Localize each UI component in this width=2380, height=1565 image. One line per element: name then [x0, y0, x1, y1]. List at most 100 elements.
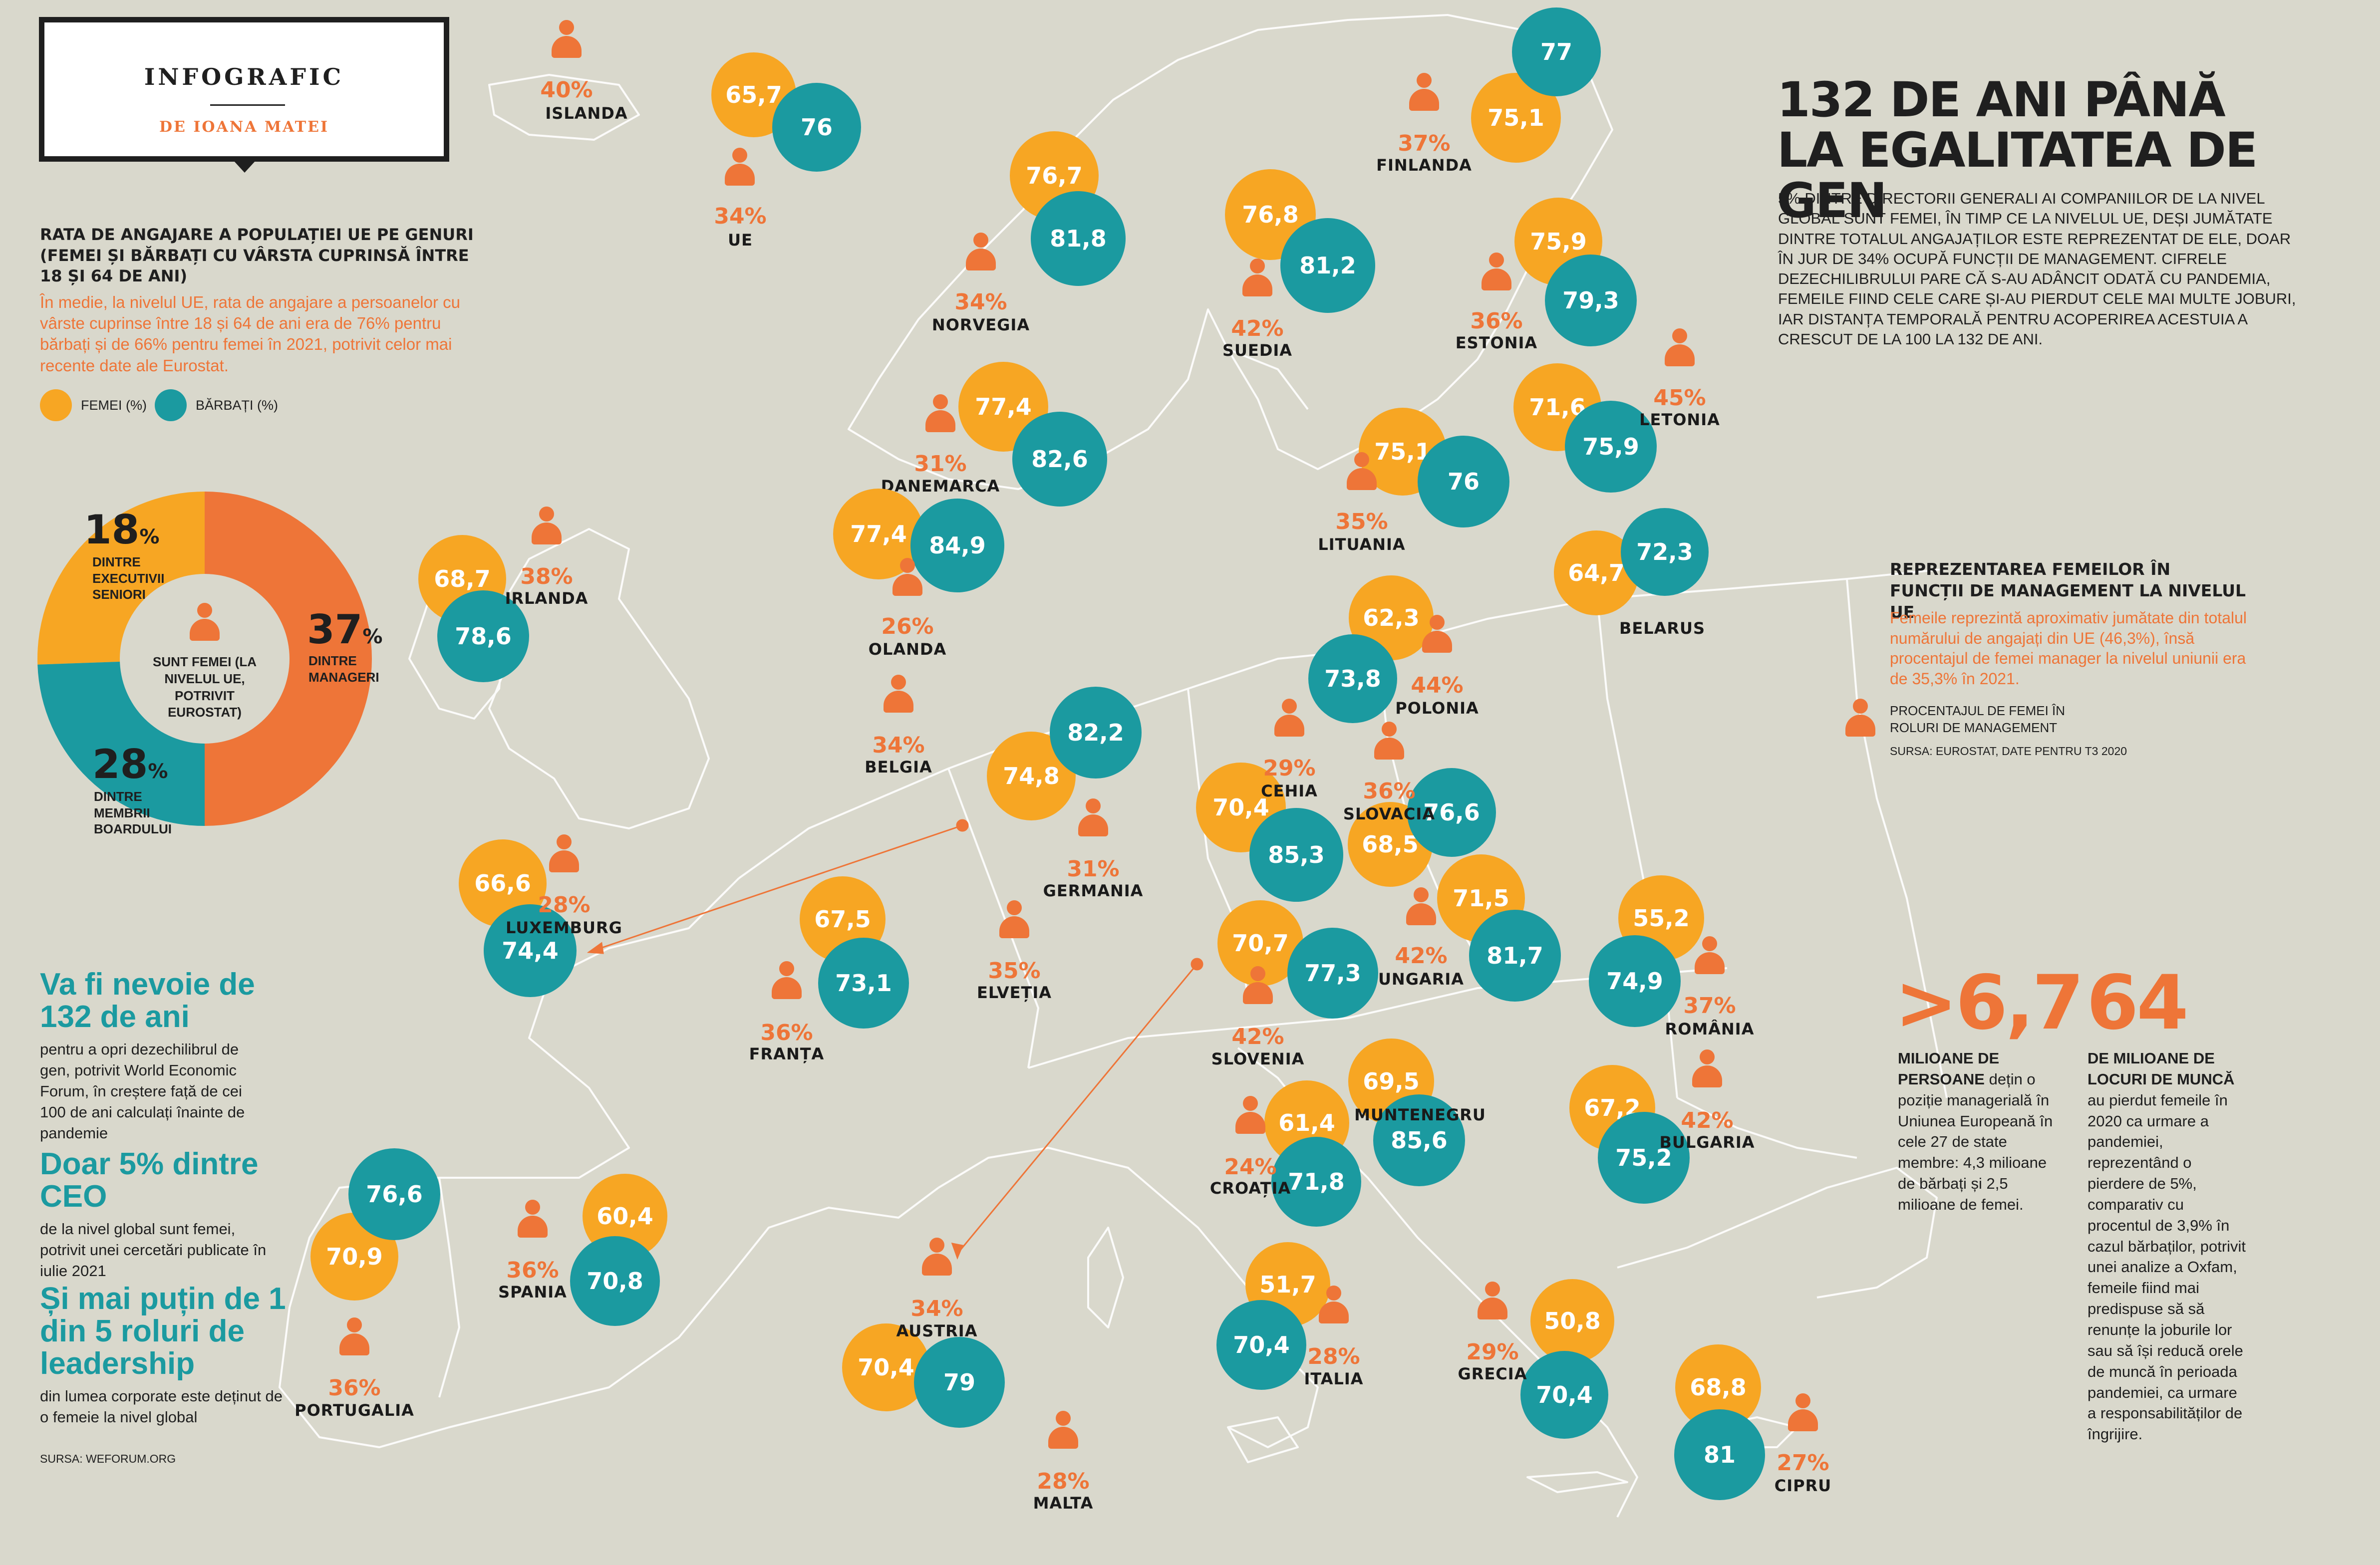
norvegia-country-label: NORVEGIA — [931, 315, 1030, 334]
ue-person-icon — [722, 148, 757, 188]
muntenegru-men-bubble: 85,6 — [1373, 1094, 1465, 1186]
slovacia-men-bubble: 76,6 — [1407, 768, 1496, 857]
italia-men-bubble: 70,4 — [1216, 1300, 1306, 1390]
management-source: SURSA: EUROSTAT, DATE PENTRU T3 2020 — [1890, 745, 2127, 758]
finlanda-manager-pct: 37% — [1398, 131, 1451, 156]
stat2-bold: DE MILIOANE DE LOCURI DE MUNCĂ — [2087, 1049, 2235, 1088]
estonia-manager-pct: 36% — [1470, 308, 1523, 334]
stat2-number: 64 — [2086, 960, 2189, 1046]
norvegia-men-bubble: 81,8 — [1031, 191, 1126, 286]
donut-seg1-unit: % — [139, 525, 160, 548]
main-title: 132 DE ANI PÂNĂ LA EGALITATEA DE GEN — [1777, 75, 2346, 226]
bulgaria-person-icon — [1690, 1049, 1725, 1089]
islanda-country-label: ISLANDA — [545, 104, 628, 123]
franta-person-icon — [769, 961, 804, 1001]
slovacia-person-icon — [1372, 722, 1407, 762]
elvetia-person-icon — [997, 900, 1032, 940]
danemarca-person-icon — [923, 394, 958, 434]
bulgaria-manager-pct: 42% — [1681, 1108, 1734, 1133]
spania-men-bubble: 70,8 — [570, 1236, 660, 1326]
olanda-men-bubble: 84,9 — [910, 499, 1004, 592]
legend-women: FEMEI (%) — [40, 389, 147, 421]
cehia-men-bubble: 85,3 — [1249, 808, 1343, 902]
donut-seg3-number: 28 — [92, 741, 148, 787]
donut-seg2-unit: % — [362, 625, 383, 648]
donut-seg2-label: DINTRE MANAGERI — [308, 653, 379, 685]
slovacia-country-label: SLOVACIA — [1343, 804, 1436, 823]
stat1-bold: MILIOANE DE PERSOANE — [1898, 1049, 2000, 1088]
portugalia-person-icon — [337, 1317, 372, 1357]
lituania-manager-pct: 35% — [1335, 509, 1388, 534]
cipru-country-label: CIPRU — [1774, 1476, 1832, 1495]
lituania-person-icon — [1344, 452, 1379, 492]
legend-women-swatch — [40, 389, 72, 421]
spania-person-icon — [515, 1200, 550, 1240]
slovenia-country-label: SLOVENIA — [1211, 1049, 1305, 1068]
main-title-line2: LA EGALITATEA DE GEN — [1777, 122, 2258, 229]
luxemburg-country-label: LUXEMBURG — [506, 918, 622, 937]
danemarca-men-bubble: 82,6 — [1012, 412, 1107, 507]
ue-country-label: UE — [728, 231, 753, 250]
suedia-men-bubble: 81,2 — [1280, 218, 1375, 313]
fact-3-headline: Și mai puțin de 1 din 5 roluri de leader… — [40, 1282, 286, 1381]
donut-person-icon — [187, 603, 222, 643]
legend-men-swatch — [155, 389, 187, 421]
cehia-person-icon — [1272, 699, 1307, 739]
estonia-men-bubble: 79,3 — [1545, 255, 1637, 346]
fact-3-text: din lumea corporate este deținut de o fe… — [40, 1387, 283, 1426]
croatia-person-icon — [1233, 1096, 1268, 1136]
donut-seg1-number: 18 — [84, 507, 140, 553]
romania-manager-pct: 37% — [1683, 993, 1736, 1019]
finlanda-person-icon — [1407, 73, 1442, 113]
ungaria-country-label: UNGARIA — [1378, 970, 1465, 989]
management-text: Femeile reprezintă aproximativ jumătate … — [1890, 609, 2247, 688]
belgia-manager-pct: 34% — [872, 733, 925, 758]
donut-seg1-value: 18% — [84, 507, 159, 553]
suedia-women-bubble: 76,8 — [1225, 169, 1316, 260]
cipru-men-bubble: 81 — [1674, 1409, 1765, 1500]
franta-country-label: FRANȚA — [749, 1044, 825, 1063]
spania-country-label: SPANIA — [498, 1283, 567, 1302]
letonia-men-bubble: 75,9 — [1565, 401, 1657, 493]
germania-person-icon — [1076, 798, 1111, 838]
muntenegru-country-label: MUNTENEGRU — [1354, 1105, 1486, 1124]
stat2-text: au pierdut femeile în 2020 ca urmare a p… — [2087, 1091, 2246, 1443]
donut-segment-1 — [37, 492, 205, 665]
management-title: REPREZENTAREA FEMEILOR ÎN FUNCȚII DE MAN… — [1890, 559, 2246, 622]
estonia-country-label: ESTONIA — [1455, 333, 1538, 352]
management-legend-icon — [1843, 699, 1878, 739]
belarus-men-bubble: 72,3 — [1621, 508, 1709, 596]
donut-chart — [37, 492, 372, 826]
source-left: SURSA: WEFORUM.ORG — [40, 1452, 176, 1465]
italia-manager-pct: 28% — [1307, 1344, 1360, 1369]
irlanda-men-bubble: 78,6 — [437, 590, 529, 682]
ungaria-manager-pct: 42% — [1395, 943, 1448, 969]
fact-2-headline: Doar 5% dintre CEO — [40, 1147, 259, 1214]
header-tag: INFOGRAFIC — [144, 63, 344, 90]
legend-women-label: FEMEI (%) — [81, 397, 147, 413]
luxemburg-men-bubble: 74,4 — [484, 904, 577, 997]
germania-country-label: GERMANIA — [1043, 881, 1144, 900]
cehia-manager-pct: 29% — [1263, 756, 1316, 781]
donut-segment-3 — [37, 661, 205, 826]
belgia-country-label: BELGIA — [865, 758, 932, 777]
fact-2-text: de la nivel global sunt femei, potrivit … — [40, 1220, 267, 1280]
grecia-country-label: GRECIA — [1458, 1364, 1527, 1383]
romania-person-icon — [1692, 936, 1727, 976]
fact-1-text: pentru a opri dezechilibrul de gen, potr… — [40, 1041, 245, 1142]
polonia-men-bubble: 73,8 — [1308, 634, 1397, 723]
ue-manager-pct: 34% — [714, 204, 767, 229]
germania-manager-pct: 31% — [1067, 856, 1120, 882]
letonia-person-icon — [1662, 328, 1697, 368]
belarus-women-bubble: 64,7 — [1554, 530, 1639, 615]
islanda-person-icon — [549, 20, 584, 60]
donut-seg3-label: DINTRE MEMBRII BOARDULUI — [94, 789, 172, 836]
legend-men: BĂRBAȚI (%) — [155, 389, 278, 421]
portugalia-country-label: PORTUGALIA — [295, 1401, 414, 1420]
irlanda-person-icon — [529, 507, 564, 546]
stat1-body: MILIOANE DE PERSOANE dețin o poziție man… — [1898, 1048, 2068, 1215]
spania-manager-pct: 36% — [506, 1258, 559, 1283]
malta-manager-pct: 28% — [1037, 1469, 1090, 1494]
austria-women-bubble: 70,4 — [842, 1323, 930, 1411]
franta-men-bubble: 73,1 — [818, 938, 909, 1029]
